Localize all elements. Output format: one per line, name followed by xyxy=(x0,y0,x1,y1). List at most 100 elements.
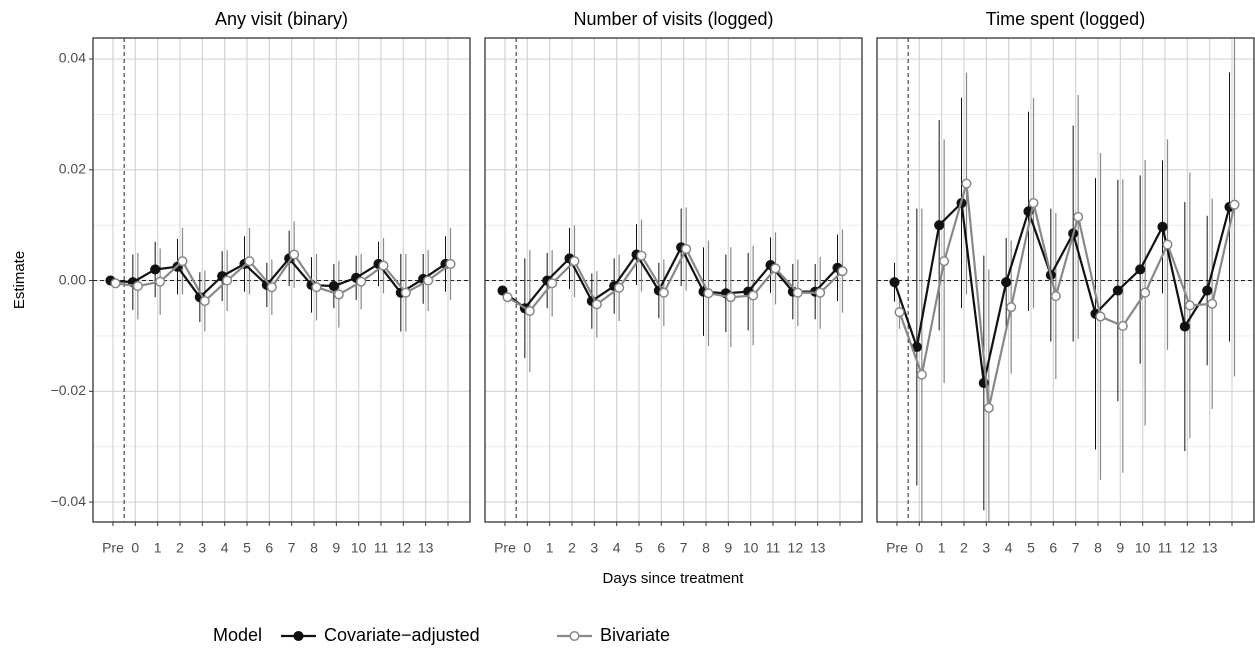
panel-border xyxy=(876,37,1255,523)
legend-swatch-point xyxy=(569,630,580,642)
x-tick-label: 10 xyxy=(351,540,367,556)
x-tick-label: 9 xyxy=(1116,540,1124,556)
point xyxy=(400,287,411,298)
point xyxy=(939,256,950,267)
point xyxy=(445,258,456,269)
x-tick-label: 12 xyxy=(1180,540,1196,556)
x-tick-label: 3 xyxy=(590,540,598,556)
x-tick-label: 12 xyxy=(396,540,412,556)
point xyxy=(658,287,669,298)
x-tick-label: Pre xyxy=(886,540,908,556)
point xyxy=(266,282,277,293)
x-tick-label: 7 xyxy=(1072,540,1080,556)
x-tick-label: 9 xyxy=(724,540,732,556)
x-tick-label: 4 xyxy=(221,540,229,556)
x-tick-label: 4 xyxy=(613,540,621,556)
point xyxy=(423,275,434,286)
series-line xyxy=(893,200,1231,384)
x-tick-label: 11 xyxy=(374,540,389,556)
point xyxy=(703,288,714,299)
point xyxy=(328,281,339,292)
y-tick-label: −0.04 xyxy=(51,493,87,509)
x-tick-label: 8 xyxy=(310,540,318,556)
point xyxy=(150,264,161,275)
point xyxy=(1050,291,1061,302)
series-group xyxy=(105,221,456,332)
panel-title: Time spent (logged) xyxy=(986,9,1145,29)
x-tick-label: Pre xyxy=(494,540,516,556)
x-tick-label: 5 xyxy=(635,540,643,556)
x-tick-label: 1 xyxy=(546,540,554,556)
x-tick-label: 9 xyxy=(332,540,340,556)
point xyxy=(1112,285,1123,296)
series-line xyxy=(501,244,839,310)
x-tick-label: 13 xyxy=(418,540,434,556)
x-tick-label: 10 xyxy=(743,540,759,556)
point xyxy=(524,305,535,317)
series-group xyxy=(497,207,848,372)
x-tick-label: 6 xyxy=(265,540,273,556)
point xyxy=(681,243,692,255)
x-axis-title: Days since treatment xyxy=(603,570,745,587)
point xyxy=(1179,321,1190,332)
x-tick-label: 13 xyxy=(810,540,826,556)
point xyxy=(155,276,166,287)
point xyxy=(289,249,300,260)
point xyxy=(961,178,972,189)
point xyxy=(934,220,945,231)
y-tick-label: 0.04 xyxy=(59,50,86,66)
point xyxy=(497,285,508,296)
panel-title: Number of visits (logged) xyxy=(573,9,773,29)
point xyxy=(569,256,580,267)
point xyxy=(894,307,905,318)
point xyxy=(222,275,233,286)
point xyxy=(356,276,367,287)
x-tick-label: 6 xyxy=(657,540,665,556)
point xyxy=(1202,285,1213,296)
y-tick-label: 0.02 xyxy=(59,161,86,177)
x-tick-label: 8 xyxy=(1094,540,1102,556)
x-tick-label: 4 xyxy=(1005,540,1013,556)
legend-title: Model xyxy=(213,625,262,645)
point xyxy=(815,287,826,298)
point xyxy=(614,282,625,293)
point xyxy=(725,292,736,303)
x-tick-label: 7 xyxy=(288,540,296,556)
point xyxy=(916,369,927,380)
x-tick-label: 3 xyxy=(198,540,206,556)
x-tick-label: 1 xyxy=(154,540,162,556)
point xyxy=(1001,277,1012,288)
x-tick-label: 0 xyxy=(915,540,923,556)
y-tick-label: −0.02 xyxy=(51,382,87,398)
x-tick-label: 1 xyxy=(938,540,946,556)
point xyxy=(333,289,344,300)
legend-label: Covariate−adjusted xyxy=(324,625,480,645)
point xyxy=(378,260,389,271)
legend-label: Bivariate xyxy=(600,625,670,645)
panel-border xyxy=(92,37,471,523)
point xyxy=(889,277,900,288)
x-tick-label: 11 xyxy=(1158,540,1173,556)
point xyxy=(1184,300,1195,311)
x-tick-label: 13 xyxy=(1202,540,1218,556)
point xyxy=(1095,311,1106,322)
point xyxy=(748,290,759,301)
point xyxy=(1073,211,1084,222)
x-tick-label: 6 xyxy=(1049,540,1057,556)
point xyxy=(177,256,188,267)
x-tick-label: 3 xyxy=(982,540,990,556)
point xyxy=(1117,320,1128,332)
series-line xyxy=(506,246,844,313)
y-tick-label: 0.00 xyxy=(59,271,86,287)
series-line xyxy=(898,183,1236,409)
x-tick-label: 7 xyxy=(680,540,688,556)
series-line xyxy=(110,256,447,299)
series-group xyxy=(889,38,1240,522)
point xyxy=(244,256,255,267)
point xyxy=(983,402,994,413)
point xyxy=(591,299,602,310)
point xyxy=(636,250,647,261)
y-axis-title: Estimate xyxy=(11,251,28,309)
point xyxy=(770,263,781,274)
